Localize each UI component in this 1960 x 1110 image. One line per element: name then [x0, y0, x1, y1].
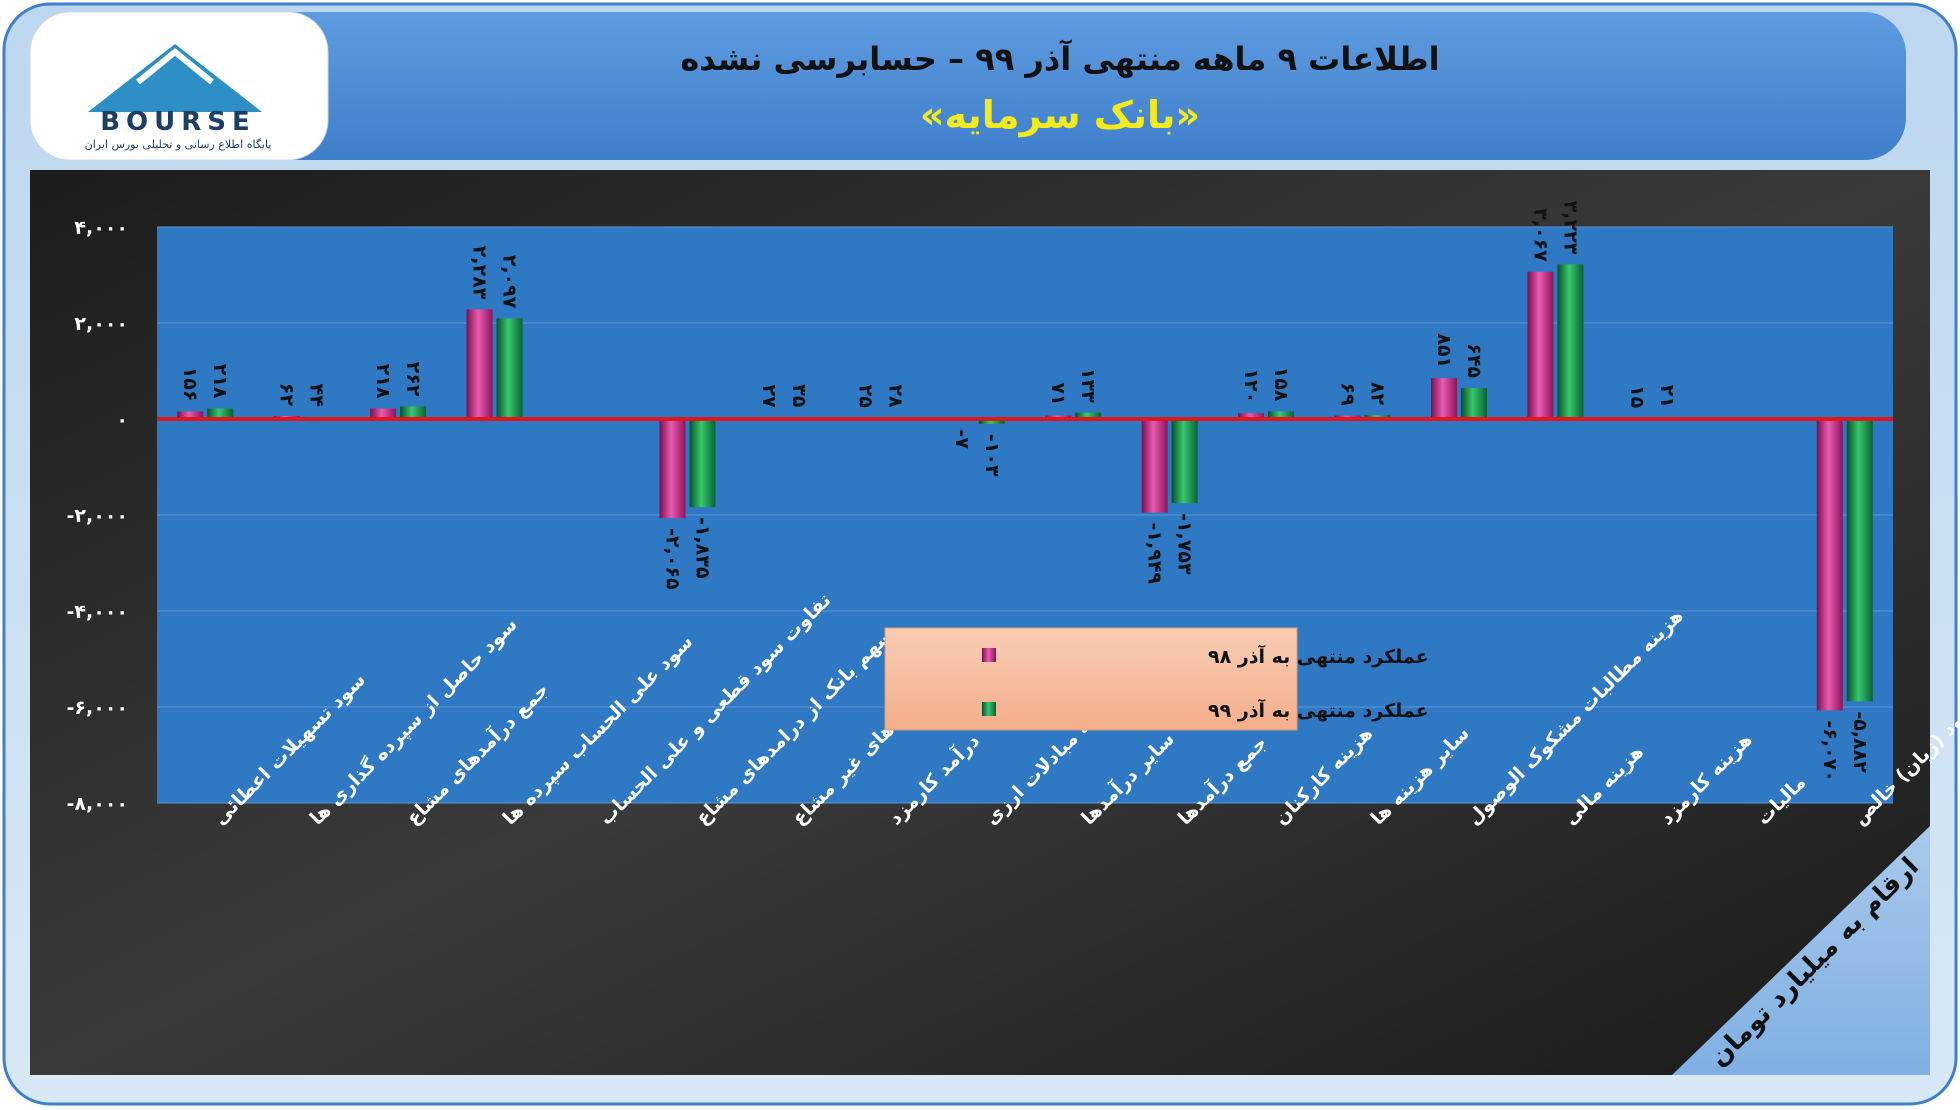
bar-series-2	[496, 318, 523, 419]
logo-text: BOURSE	[100, 107, 256, 137]
value-label: ۶۲	[276, 383, 298, 407]
bar-series-2	[978, 419, 1005, 424]
value-label: ۷۱	[1047, 382, 1069, 405]
value-label: -۱,۸۳۵	[691, 517, 713, 579]
bar-series-2	[207, 408, 234, 419]
legend-swatch-1	[982, 648, 996, 662]
legend-swatch-2	[982, 702, 996, 716]
bar-series-2	[1268, 411, 1295, 419]
bar-series-2	[1461, 388, 1487, 419]
value-label: -۲,۰۶۵	[661, 528, 683, 590]
value-label: -۷	[951, 429, 973, 449]
logo-tagline: پایگاه اطلاع رسانی و تحلیلی بورس ایران	[85, 138, 272, 151]
legend-label-2: عملکرد منتهی به آذر ۹۹	[1208, 698, 1429, 722]
value-label: ۲۸	[884, 384, 906, 408]
y-tick-label: ۴,۰۰۰	[74, 217, 128, 239]
value-label: -۶,۰۷۰	[1819, 720, 1841, 782]
value-label: ۲,۰۹۷	[499, 255, 521, 309]
bar-series-1	[177, 411, 204, 419]
header-bar	[36, 12, 1906, 160]
value-label: ۲۱۸	[372, 364, 394, 399]
y-tick-label: -۸,۰۰۰	[67, 793, 129, 815]
bar-series-1	[1527, 271, 1554, 419]
value-label: ۶۴۵	[1463, 343, 1485, 378]
logo-mountain-icon	[88, 44, 262, 112]
page-subtitle: «بانک سرمایه»	[920, 93, 1200, 137]
value-label: ۲۷	[758, 385, 780, 409]
value-label: ۱۵۶	[179, 367, 201, 402]
value-label: ۱۵۸	[1270, 367, 1292, 402]
bar-series-1	[1816, 419, 1843, 711]
bars	[177, 264, 1873, 711]
y-tick-label: -۴,۰۰۰	[67, 601, 129, 623]
bar-series-1	[1431, 378, 1457, 419]
bar-series-2	[1557, 264, 1584, 419]
value-label: ۲۵	[854, 385, 876, 409]
y-tick-label: -۲,۰۰۰	[67, 505, 129, 527]
value-label: ۲۱۸	[209, 364, 231, 399]
y-tick-label: ۰	[116, 409, 128, 431]
value-label: ۳۵	[788, 384, 810, 408]
bar-series-2	[1075, 412, 1102, 419]
value-label: ۴۴	[306, 384, 328, 407]
value-label: ۸۵۱	[1433, 333, 1455, 368]
bar-series-2	[689, 419, 716, 508]
value-label: ۲۶۲	[402, 362, 424, 397]
logo: BOURSE پایگاه اطلاع رسانی و تحلیلی بورس …	[29, 11, 329, 161]
bar-series-2	[1171, 419, 1198, 504]
value-label: ۱۲۰	[1240, 368, 1262, 403]
value-label: -۱,۹۴۹	[1144, 523, 1166, 585]
bar-series-1	[1141, 419, 1168, 513]
value-label: ۶۹	[1337, 382, 1359, 406]
value-labels: ۱۵۶ ۲۱۸ ۶۲ ۴۴ ۲۱۸ ۲۶۲ ۲,۲۸۳ ۲,۰۹۷ -۲,۰۶۵ -۱,۸۳۵ ۲۷…	[179, 201, 1871, 782]
value-label: ۱۳۳	[1077, 368, 1099, 403]
bar-series-2	[400, 406, 427, 419]
value-label: ۲۱	[1656, 385, 1678, 408]
value-label: -۱۰۳	[981, 434, 1003, 477]
legend: عملکرد منتهی به آذر ۹۸ عملکرد منتهی به آ…	[884, 627, 1429, 731]
bar-series-1	[370, 408, 397, 419]
y-tick-label: -۶,۰۰۰	[67, 697, 129, 719]
legend-label-1: عملکرد منتهی به آذر ۹۸	[1208, 644, 1429, 668]
value-label: ۱۵	[1626, 385, 1648, 409]
bar-series-2	[1846, 419, 1873, 702]
y-axis-ticks: ۴,۰۰۰ ۲,۰۰۰ ۰ -۲,۰۰۰ -۴,۰۰۰ -۶,۰۰۰ -۸,۰۰۰	[67, 217, 129, 815]
value-label: ۳,۰۶۷	[1529, 208, 1551, 262]
y-tick-label: ۲,۰۰۰	[74, 313, 128, 335]
value-label: ۳,۲۲۳	[1559, 201, 1581, 255]
page-title: اطلاعات ۹ ماهه منتهی آذر ۹۹ – حسابرسی نش…	[680, 39, 1439, 78]
value-label: ۸۲	[1367, 382, 1389, 406]
value-label: -۵,۸۸۲	[1849, 711, 1871, 773]
bar-series-1	[659, 419, 686, 519]
bar-series-1	[466, 309, 493, 419]
value-label: -۱,۷۵۳	[1174, 513, 1196, 575]
bar-series-1	[1238, 413, 1265, 419]
value-label: ۲,۲۸۳	[469, 246, 491, 300]
